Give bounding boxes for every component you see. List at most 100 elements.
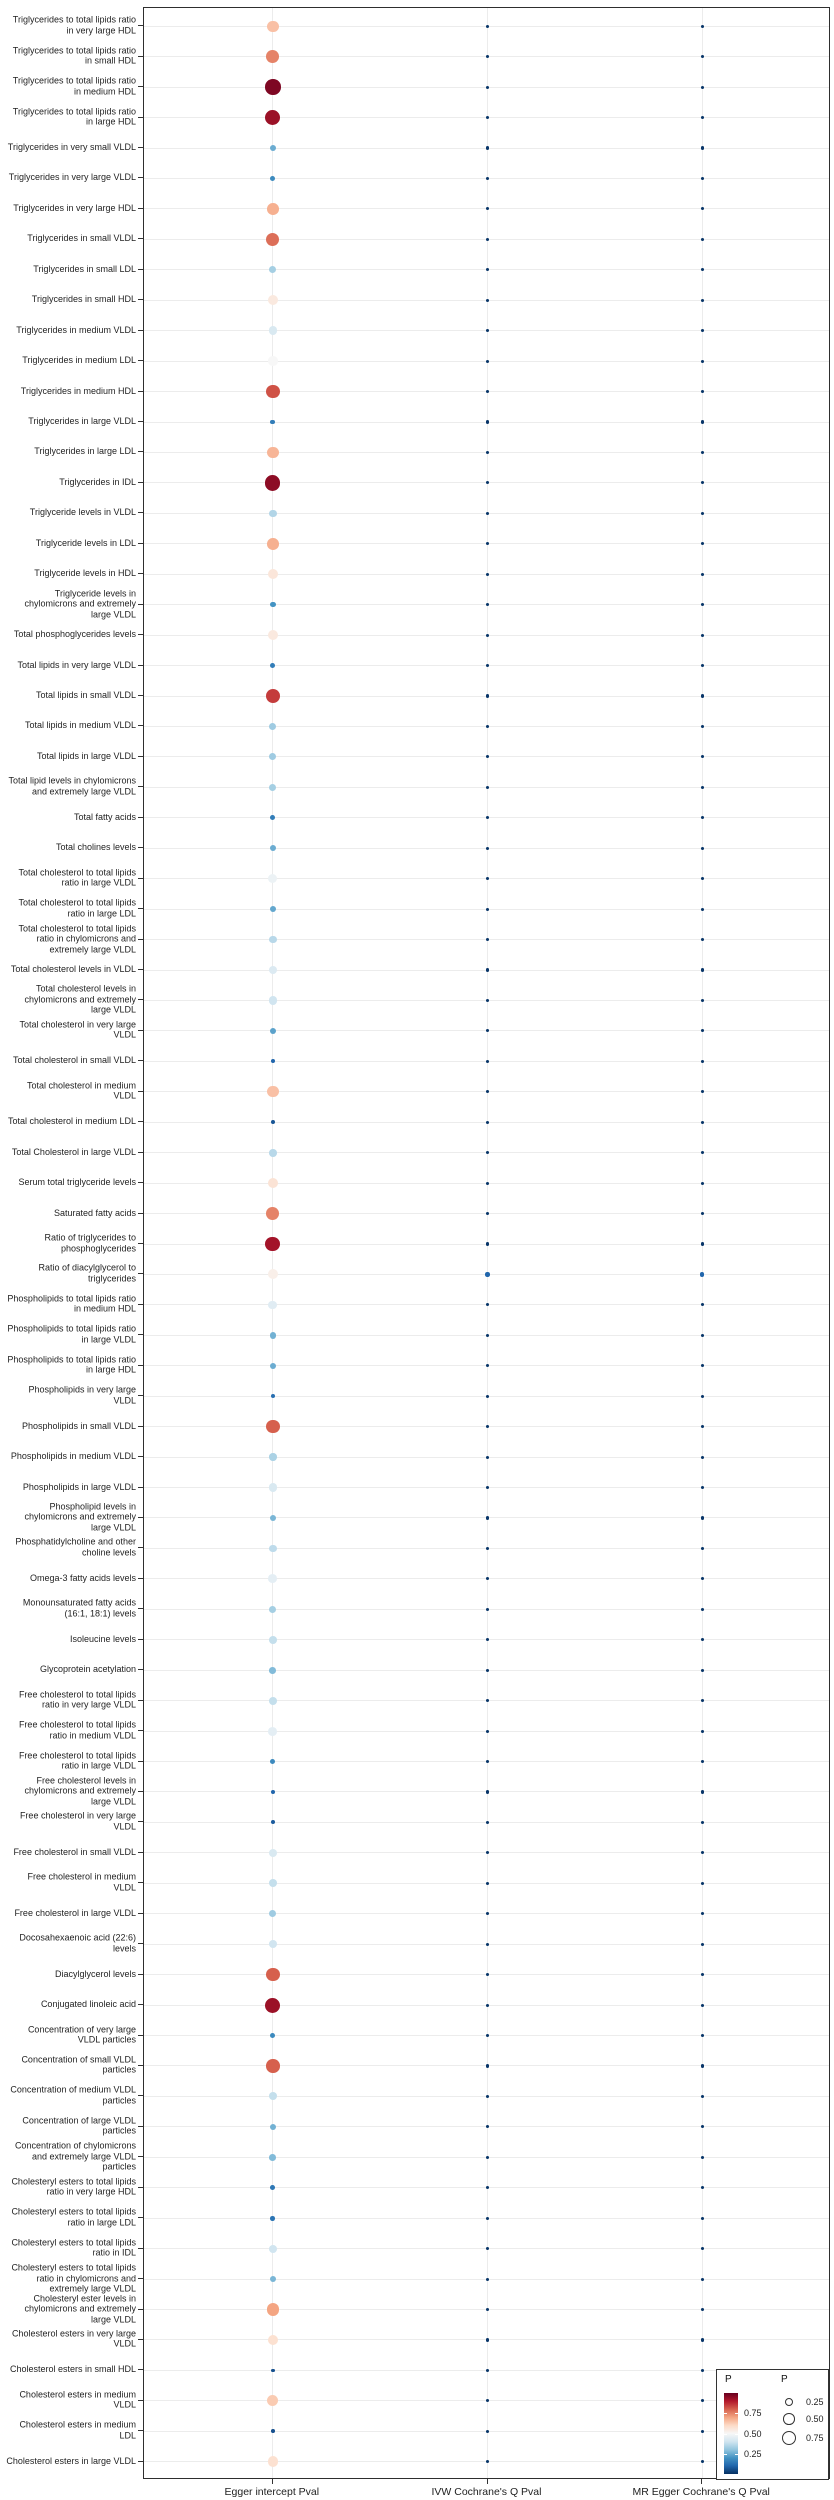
y-axis-tick	[138, 1060, 143, 1062]
y-axis-tick	[138, 1760, 143, 1762]
size-legend-circle	[783, 2413, 795, 2425]
data-point	[267, 20, 279, 32]
data-point	[700, 359, 704, 363]
data-point	[700, 268, 704, 272]
data-point	[268, 356, 278, 366]
data-point	[266, 1419, 280, 1434]
y-axis-tick	[138, 207, 143, 209]
data-point	[270, 601, 276, 608]
color-legend-tick-label: 0.25	[744, 2448, 762, 2459]
data-point	[485, 1638, 490, 1642]
y-axis-label: Concentration of small VLDL particles	[21, 2054, 136, 2075]
data-point	[269, 1332, 276, 1339]
y-axis-label: Phospholipids to total lipids ratio in m…	[7, 1293, 136, 1314]
data-point	[700, 2186, 704, 2190]
data-point	[266, 203, 279, 215]
y-axis-label: Free cholesterol to total lipids ratio i…	[18, 1689, 136, 1710]
y-axis-tick	[138, 1516, 143, 1518]
data-point	[700, 1303, 704, 1307]
y-axis-tick	[138, 299, 143, 301]
data-point	[265, 110, 281, 126]
y-axis-tick	[138, 329, 143, 331]
data-point	[270, 2032, 276, 2039]
data-point	[700, 1181, 704, 1185]
data-point	[485, 1546, 490, 1550]
y-axis-label: Concentration of very large VLDL particl…	[27, 2024, 136, 2045]
data-point	[700, 938, 704, 942]
data-point	[700, 1029, 704, 1033]
y-axis-tick	[138, 1912, 143, 1914]
y-axis-label: Isoleucine levels	[69, 1633, 136, 1644]
y-axis-tick	[138, 268, 143, 270]
data-point	[700, 1881, 704, 1885]
y-axis-label: Triglycerides in medium LDL	[22, 354, 136, 365]
data-point	[485, 877, 490, 881]
y-axis-label: Concentration of medium VLDL particles	[10, 2084, 136, 2106]
data-point	[700, 1759, 704, 1764]
y-axis-tick	[138, 1273, 143, 1275]
y-axis-label: Cholesterol esters in large VLDL	[6, 2455, 136, 2466]
data-point	[485, 572, 490, 576]
data-point	[700, 1942, 704, 1946]
data-point	[700, 1455, 704, 1459]
y-axis-tick	[138, 25, 143, 27]
y-axis-label: Triglycerides in medium VLDL	[16, 324, 136, 335]
y-axis-label: Total lipids in very large VLDL	[17, 659, 136, 670]
y-axis-tick	[138, 360, 143, 362]
y-axis-label: Total cholesterol to total lipids ratio …	[18, 867, 136, 888]
y-axis-label: Triglycerides in large LDL	[34, 446, 136, 457]
y-axis-label: Monounsaturated fatty acids (16:1, 18:1)…	[22, 1597, 136, 1619]
data-point	[268, 965, 278, 975]
y-axis-tick	[138, 2217, 143, 2219]
data-point	[485, 1699, 490, 1703]
data-point	[700, 420, 704, 424]
data-point	[270, 1059, 275, 1064]
data-point	[269, 1514, 277, 1522]
data-point	[267, 2334, 279, 2346]
data-point	[485, 1425, 490, 1429]
data-point	[485, 998, 490, 1002]
y-axis-tick	[138, 390, 143, 392]
y-axis-label: Free cholesterol levels in chylomicrons …	[24, 1775, 136, 1807]
data-point	[485, 1881, 490, 1885]
data-point	[700, 2307, 704, 2312]
y-axis-label: Triglycerides to total lipids ratio in v…	[12, 14, 136, 36]
data-point	[485, 785, 490, 789]
y-axis-label: Total cholesterol levels in chylomicrons…	[24, 983, 136, 1015]
data-point	[700, 694, 704, 698]
y-axis-label: Triglycerides in very large VLDL	[8, 172, 136, 183]
y-axis-tick	[138, 1182, 143, 1184]
data-point	[485, 1120, 490, 1124]
data-point	[700, 603, 704, 607]
data-point	[265, 79, 281, 95]
data-point	[268, 1544, 277, 1553]
data-point	[485, 2307, 490, 2312]
data-point	[268, 1574, 278, 1584]
data-point	[485, 2277, 490, 2281]
y-axis-label: Total cholesterol in medium LDL	[7, 1115, 136, 1126]
data-point	[485, 816, 490, 820]
data-point	[700, 1059, 704, 1063]
data-point	[270, 2215, 276, 2221]
y-axis-tick	[138, 2460, 143, 2462]
data-point	[485, 1059, 490, 1063]
data-point	[485, 1790, 490, 1794]
y-axis-tick	[138, 421, 143, 423]
data-point	[485, 2155, 490, 2159]
data-point	[268, 1879, 277, 1888]
color-legend-gradient-bar	[724, 2393, 738, 2474]
color-legend-tick-label: 0.75	[744, 2408, 762, 2419]
data-point	[268, 2244, 277, 2253]
data-point	[700, 2064, 704, 2068]
y-axis-label: Free cholesterol in medium VLDL	[27, 1871, 136, 1893]
y-axis-tick	[138, 2186, 143, 2188]
y-axis-label: Free cholesterol in large VLDL	[14, 1907, 136, 1918]
data-point	[485, 1607, 490, 1611]
y-axis-tick	[138, 451, 143, 453]
y-axis-label: Saturated fatty acids	[53, 1207, 136, 1218]
data-point	[700, 1151, 704, 1155]
data-point	[700, 2277, 704, 2281]
data-point	[265, 475, 281, 491]
data-point	[700, 816, 704, 820]
data-point	[700, 1820, 704, 1824]
